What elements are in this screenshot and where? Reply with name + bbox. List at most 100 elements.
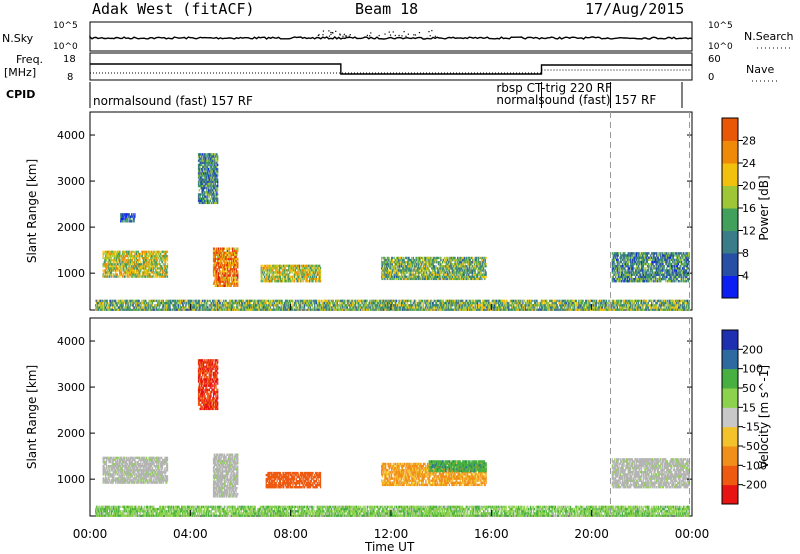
scatter-cell bbox=[481, 258, 483, 262]
scatter-cell bbox=[427, 273, 429, 276]
scatter-cell bbox=[204, 186, 206, 190]
scatter-cell bbox=[455, 275, 457, 278]
scatter-cell bbox=[221, 255, 223, 259]
scatter-cell bbox=[147, 271, 149, 274]
scatter-cell bbox=[193, 308, 195, 311]
scatter-cell bbox=[438, 273, 440, 276]
scatter-cell bbox=[150, 250, 152, 254]
scatter-cell bbox=[391, 267, 393, 270]
scatter-cell bbox=[314, 269, 317, 272]
scatter-cell bbox=[143, 267, 145, 270]
scatter-cell bbox=[614, 265, 616, 268]
scatter-cell bbox=[115, 254, 117, 258]
scatter-cell bbox=[301, 269, 303, 272]
scatter-cell bbox=[316, 271, 318, 274]
scatter-cell bbox=[214, 284, 216, 287]
scatter-cell bbox=[230, 257, 232, 261]
nsearch-point bbox=[339, 33, 341, 35]
scatter-cell bbox=[218, 304, 221, 307]
scatter-cell bbox=[435, 265, 437, 268]
scatter-cell bbox=[160, 256, 162, 260]
scatter-cell bbox=[279, 264, 281, 268]
scatter-cell bbox=[232, 268, 234, 271]
scatter-cell bbox=[126, 252, 129, 256]
scatter-cell bbox=[218, 280, 221, 283]
scatter-cell bbox=[222, 276, 225, 279]
scatter-cell bbox=[298, 269, 300, 272]
scatter-cell bbox=[262, 264, 264, 268]
scatter-cell bbox=[199, 195, 201, 198]
scatter-cell bbox=[233, 274, 235, 277]
scatter-cell bbox=[225, 278, 227, 281]
scatter-cell bbox=[437, 271, 439, 274]
scatter-cell bbox=[447, 263, 449, 266]
scatter-cell bbox=[217, 201, 219, 205]
scatter-cell bbox=[197, 176, 200, 179]
scatter-cell bbox=[388, 277, 390, 281]
scatter-cell bbox=[437, 261, 440, 264]
scatter-cell bbox=[386, 273, 388, 276]
scatter-cell bbox=[152, 267, 154, 270]
scatter-cell bbox=[129, 254, 131, 258]
nsearch-point bbox=[392, 31, 394, 33]
scatter-cell bbox=[136, 271, 138, 274]
scatter-cell bbox=[211, 306, 213, 309]
scatter-cell bbox=[126, 259, 129, 262]
scatter-cell bbox=[631, 252, 633, 255]
scatter-cell bbox=[631, 260, 634, 264]
scatter-cell bbox=[384, 275, 386, 278]
scatter-cell bbox=[401, 269, 404, 272]
scatter-cell bbox=[147, 254, 149, 258]
scatter-cell bbox=[651, 271, 654, 274]
scatter-cell bbox=[630, 260, 632, 264]
scatter-cell bbox=[274, 271, 277, 274]
scatter-cell bbox=[217, 259, 219, 263]
cpid-label: CPID bbox=[6, 88, 35, 101]
scatter-cell bbox=[462, 265, 465, 268]
scatter-cell bbox=[622, 258, 624, 261]
scatter-cell bbox=[682, 252, 685, 255]
scatter-cell bbox=[423, 275, 425, 278]
nsky-tick-bottom: 10^0 bbox=[53, 42, 78, 52]
scatter-cell bbox=[430, 273, 432, 276]
scatter-cell bbox=[681, 258, 683, 261]
scatter-cell bbox=[636, 262, 639, 266]
scatter-cell bbox=[383, 271, 385, 274]
scatter-cell bbox=[160, 265, 162, 268]
scatter-cell bbox=[231, 272, 233, 275]
scatter-cell bbox=[441, 277, 443, 281]
scatter-cell bbox=[422, 267, 425, 270]
scatter-cell bbox=[215, 251, 217, 254]
scatter-cell bbox=[121, 220, 124, 223]
scatter-cell bbox=[421, 256, 424, 260]
scatter-cell bbox=[284, 266, 287, 270]
scatter-cell bbox=[205, 184, 207, 188]
scatter-cell bbox=[437, 269, 440, 272]
scatter-cell bbox=[293, 264, 295, 268]
scatter-cell bbox=[223, 266, 226, 269]
scatter-cell bbox=[383, 267, 385, 270]
scatter-cell bbox=[406, 277, 408, 281]
scatter-cell bbox=[146, 275, 149, 278]
scatter-cell bbox=[436, 273, 438, 276]
scatter-cell bbox=[666, 267, 668, 270]
scatter-cell bbox=[421, 271, 423, 274]
scatter-cell bbox=[104, 259, 106, 262]
scatter-cell bbox=[142, 250, 144, 254]
scatter-cell bbox=[142, 267, 144, 270]
scatter-cell bbox=[448, 271, 450, 274]
scatter-cell bbox=[228, 284, 230, 287]
scatter-cell bbox=[471, 269, 473, 272]
scatter-cell bbox=[391, 265, 394, 268]
scatter-cell bbox=[615, 271, 617, 274]
scatter-cell bbox=[463, 269, 465, 272]
scatter-cell bbox=[399, 263, 401, 266]
scatter-cell bbox=[471, 256, 473, 260]
scatter-cell bbox=[133, 263, 135, 266]
scatter-cell bbox=[467, 261, 469, 264]
scatter-cell bbox=[128, 271, 130, 274]
scatter-cell bbox=[628, 267, 630, 270]
scatter-cell bbox=[617, 277, 619, 281]
scatter-cell bbox=[228, 257, 230, 261]
scatter-cell bbox=[429, 263, 431, 266]
